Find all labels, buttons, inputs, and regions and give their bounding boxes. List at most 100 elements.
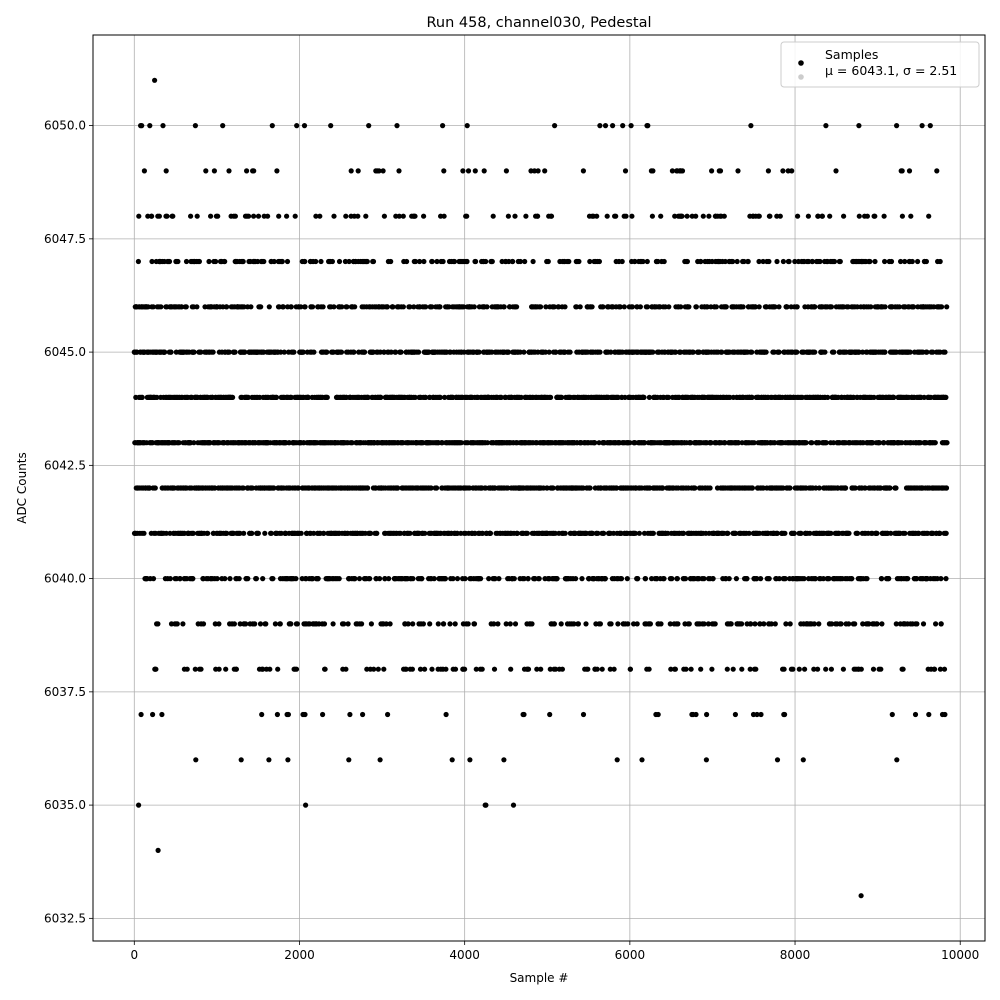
data-point xyxy=(816,621,822,627)
data-point xyxy=(320,711,326,718)
data-point xyxy=(774,757,781,763)
data-point xyxy=(721,213,727,219)
data-point xyxy=(675,621,681,627)
data-point xyxy=(273,394,280,400)
data-point xyxy=(889,711,895,718)
data-point xyxy=(407,304,413,310)
data-point xyxy=(177,576,183,582)
data-point xyxy=(232,213,238,219)
data-point xyxy=(732,711,739,718)
data-point xyxy=(263,621,269,627)
data-point xyxy=(166,258,173,265)
data-point xyxy=(776,304,782,310)
data-point xyxy=(393,349,399,355)
data-point xyxy=(421,213,427,219)
data-point xyxy=(782,576,788,582)
data-point xyxy=(400,304,406,310)
data-point xyxy=(153,666,159,672)
data-point xyxy=(311,530,317,536)
data-point xyxy=(672,666,679,672)
data-point xyxy=(262,530,268,536)
data-point xyxy=(786,258,792,265)
data-point xyxy=(829,621,835,627)
data-point xyxy=(809,440,815,446)
data-point xyxy=(277,621,283,627)
data-point xyxy=(932,666,938,672)
data-point xyxy=(678,304,684,310)
data-point xyxy=(640,258,646,265)
data-point xyxy=(302,258,308,265)
data-point xyxy=(641,394,647,400)
data-point xyxy=(380,168,386,174)
data-point xyxy=(674,576,681,582)
data-point xyxy=(599,666,605,672)
data-point xyxy=(668,666,674,672)
data-point xyxy=(278,530,284,536)
data-point xyxy=(908,213,914,219)
data-point xyxy=(367,576,373,582)
legend-marker-samples xyxy=(798,60,804,66)
data-point xyxy=(941,666,948,672)
data-point xyxy=(152,485,158,491)
data-point xyxy=(650,349,656,355)
data-point xyxy=(320,304,326,310)
x-tick-label: 4000 xyxy=(449,948,480,962)
data-point xyxy=(879,621,885,627)
data-point xyxy=(686,304,692,310)
data-point xyxy=(551,621,558,627)
data-point xyxy=(341,621,347,627)
data-point xyxy=(754,711,760,718)
data-point xyxy=(329,258,335,265)
data-point xyxy=(241,304,247,310)
data-point xyxy=(491,666,498,672)
data-point xyxy=(882,304,888,310)
data-point xyxy=(364,258,370,265)
data-point xyxy=(236,576,242,582)
data-point xyxy=(791,530,797,536)
data-point xyxy=(377,576,383,582)
data-point xyxy=(427,621,433,627)
data-point xyxy=(542,349,549,355)
data-point xyxy=(920,621,927,627)
data-point xyxy=(706,213,712,219)
data-point xyxy=(486,576,492,582)
data-point xyxy=(744,576,750,582)
data-point xyxy=(454,576,461,582)
data-point xyxy=(280,304,286,310)
data-point xyxy=(852,621,858,627)
data-point xyxy=(693,304,700,310)
data-point xyxy=(943,485,950,491)
data-point xyxy=(429,258,435,265)
data-point xyxy=(559,666,566,672)
data-point xyxy=(825,394,831,400)
data-point xyxy=(233,666,239,672)
data-point xyxy=(443,711,449,718)
y-axis-title: ADC Counts xyxy=(15,452,29,524)
data-point xyxy=(943,394,949,400)
data-point xyxy=(911,304,917,310)
data-point xyxy=(476,349,482,355)
data-point xyxy=(331,304,337,310)
data-point xyxy=(244,168,250,174)
data-point xyxy=(701,621,707,627)
data-point xyxy=(258,304,264,310)
data-point xyxy=(669,576,675,582)
data-point xyxy=(608,349,614,355)
data-point xyxy=(538,304,544,310)
data-point xyxy=(293,666,300,672)
data-point xyxy=(249,485,255,491)
data-point xyxy=(518,394,524,400)
data-point xyxy=(550,485,556,491)
data-point xyxy=(696,349,702,355)
data-point xyxy=(882,349,888,355)
data-point xyxy=(589,304,595,310)
data-point xyxy=(554,576,560,582)
data-point xyxy=(787,621,793,627)
data-point xyxy=(894,123,900,129)
data-point xyxy=(220,123,226,129)
data-point xyxy=(507,621,513,627)
data-point xyxy=(705,621,712,627)
data-point xyxy=(611,666,617,672)
data-point xyxy=(766,258,772,265)
data-point xyxy=(614,757,620,763)
